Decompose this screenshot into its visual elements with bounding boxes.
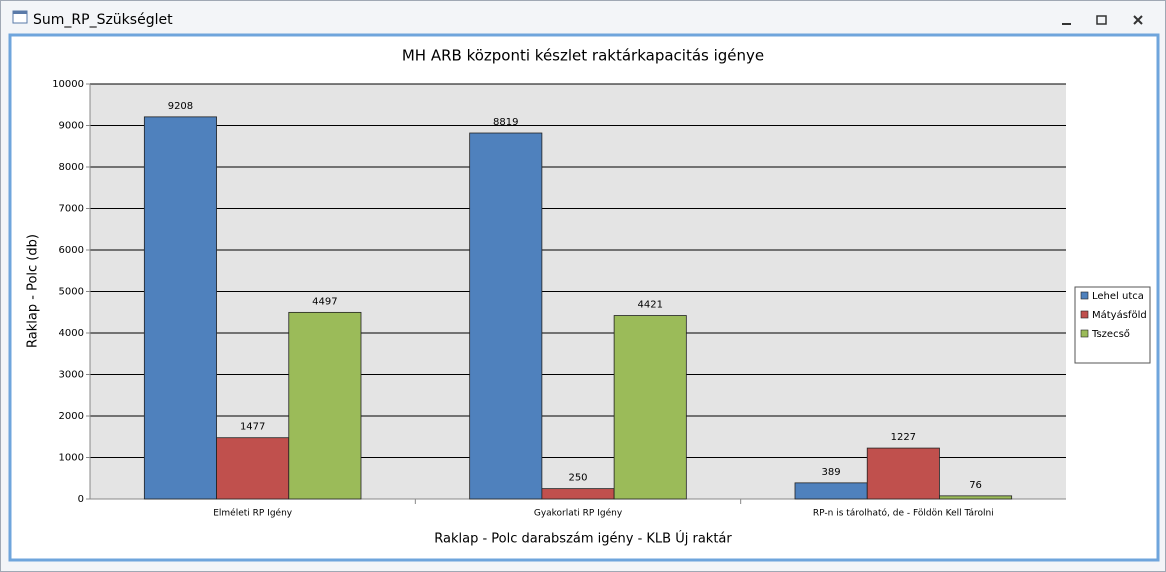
y-tick-label: 4000	[59, 328, 84, 339]
y-tick-label: 6000	[59, 245, 84, 256]
legend-label: Lehel utca	[1092, 291, 1144, 302]
legend-swatch	[1080, 329, 1089, 338]
bar	[939, 495, 1013, 500]
legend-swatch	[1080, 310, 1089, 319]
value-label: 8819	[493, 117, 518, 128]
bar	[216, 437, 290, 500]
y-tick-label: 0	[78, 494, 84, 505]
value-label: 389	[822, 467, 841, 478]
x-axis-label: Raklap - Polc darabszám igény - KLB Új r…	[434, 531, 732, 547]
value-label: 250	[568, 473, 587, 484]
bar	[866, 447, 940, 500]
value-label: 1227	[891, 432, 916, 443]
y-tick-label: 7000	[59, 204, 84, 215]
legend-box	[1074, 286, 1151, 364]
bar	[143, 116, 217, 500]
y-tick-label: 2000	[59, 411, 84, 422]
chart: MH ARB központi készlet raktárkapacitás …	[26, 47, 1151, 547]
legend-swatch	[1080, 291, 1089, 300]
bar	[794, 482, 868, 500]
x-tick-label: Elméleti RP Igény	[213, 508, 293, 519]
bar	[288, 311, 362, 500]
chart-title: MH ARB központi készlet raktárkapacitás …	[402, 47, 764, 65]
window-title: Sum_RP_Szükséglet	[33, 12, 173, 28]
value-label: 4497	[312, 296, 337, 307]
legend-label: Tszecső	[1091, 328, 1130, 340]
value-label: 9208	[168, 101, 193, 112]
y-tick-label: 5000	[59, 287, 84, 298]
y-axis-label: Raklap - Polc (db)	[26, 234, 41, 348]
bar	[541, 488, 615, 500]
y-tick-label: 1000	[59, 453, 84, 464]
y-tick-label: 8000	[59, 162, 84, 173]
window-icon	[12, 10, 28, 24]
value-label: 76	[969, 480, 982, 491]
y-tick-label: 10000	[52, 79, 84, 90]
y-tick-label: 3000	[59, 370, 84, 381]
value-label: 4421	[637, 300, 662, 311]
restore-button[interactable]	[1096, 15, 1107, 25]
close-button[interactable]	[1133, 15, 1143, 25]
bar	[469, 132, 543, 500]
x-tick-label: RP-n is tárolható, de - Földön Kell Táro…	[813, 508, 994, 519]
legend-label: Mátyásföld	[1092, 309, 1147, 321]
value-label: 1477	[240, 422, 265, 433]
x-tick-label: Gyakorlati RP Igény	[534, 508, 623, 519]
bar	[613, 315, 687, 500]
y-tick-label: 9000	[59, 121, 84, 132]
